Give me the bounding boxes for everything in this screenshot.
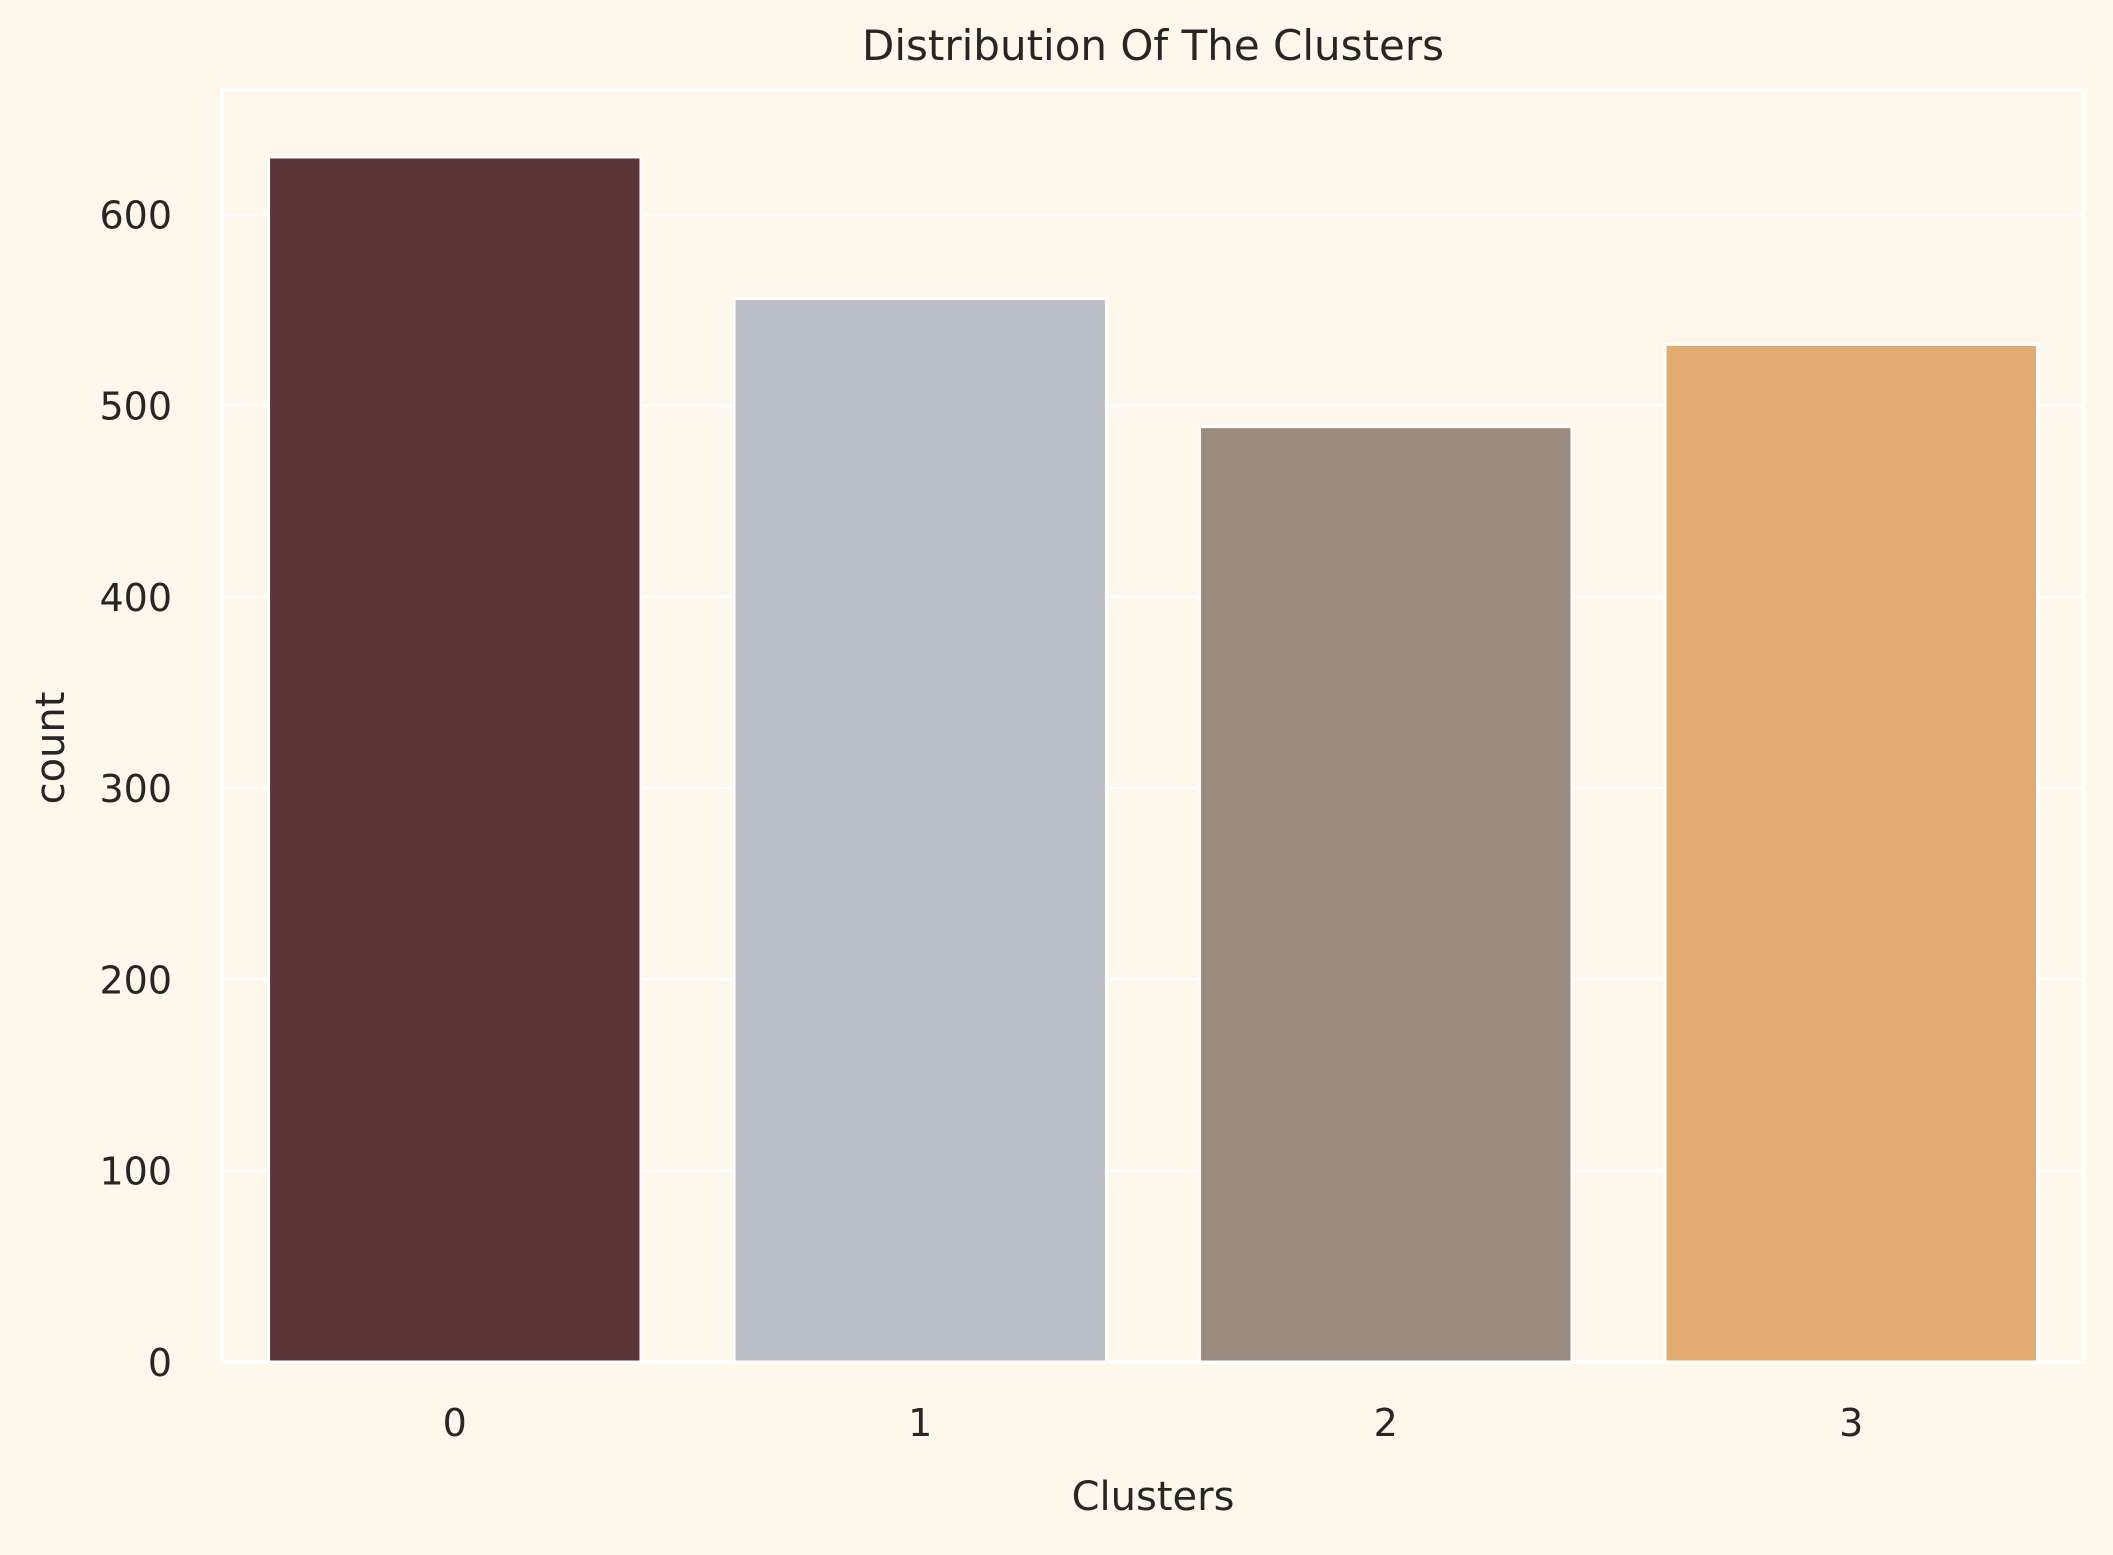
- x-tick-label: 0: [443, 1401, 467, 1445]
- y-tick-label: 600: [99, 193, 172, 237]
- bar-cluster-0: [267, 155, 643, 1364]
- y-tick-label: 400: [99, 576, 172, 620]
- y-tick-label: 100: [99, 1150, 172, 1194]
- x-tick-label: 1: [908, 1401, 932, 1445]
- x-axis-ticks: 0 1 2 3: [443, 1401, 1864, 1445]
- bar-cluster-2: [1198, 425, 1574, 1364]
- bar-cluster-1: [732, 296, 1108, 1364]
- bars: [267, 155, 2039, 1364]
- x-axis-label: Clusters: [1072, 1474, 1235, 1520]
- y-tick-label: 200: [99, 958, 172, 1002]
- x-tick-label: 3: [1839, 1401, 1863, 1445]
- y-axis-label: count: [28, 692, 74, 805]
- y-tick-label: 500: [99, 385, 172, 429]
- x-tick-label: 2: [1374, 1401, 1398, 1445]
- chart-title: Distribution Of The Clusters: [862, 21, 1444, 70]
- y-axis-ticks: 0 100 200 300 400 500 600: [99, 193, 172, 1385]
- y-tick-label: 300: [99, 767, 172, 811]
- y-tick-label: 0: [148, 1341, 172, 1385]
- bar-cluster-3: [1663, 342, 2039, 1364]
